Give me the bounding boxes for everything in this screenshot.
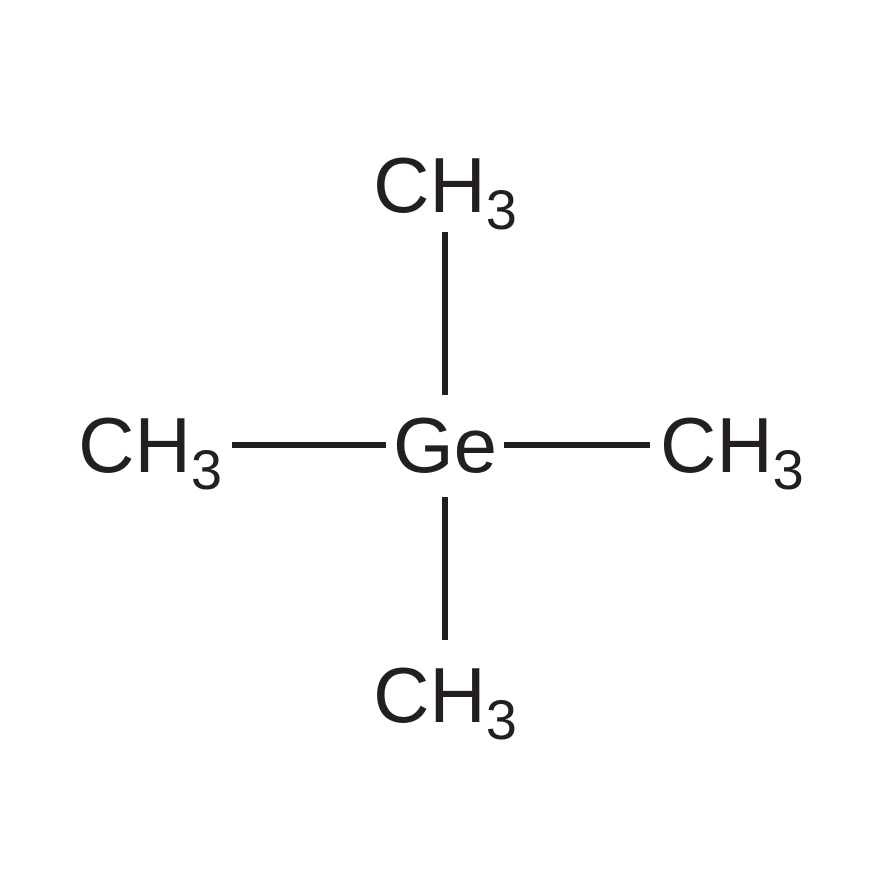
center-atom: Ge (393, 401, 497, 489)
substituent-bottom: CH3 (373, 651, 517, 751)
ch-label: CH (660, 401, 773, 489)
ch-label: CH (373, 141, 486, 229)
substituent-right: CH3 (660, 401, 804, 501)
substituent-top: CH3 (373, 141, 517, 241)
substituent-left: CH3 (78, 401, 222, 501)
ch-label: CH (78, 401, 191, 489)
sub-3: 3 (773, 438, 804, 501)
ch-label: CH (373, 651, 486, 739)
sub-3: 3 (191, 438, 222, 501)
sub-3: 3 (486, 688, 517, 751)
molecule-diagram: Ge CH3 CH3 CH3 CH3 (0, 0, 890, 890)
sub-3: 3 (486, 178, 517, 241)
